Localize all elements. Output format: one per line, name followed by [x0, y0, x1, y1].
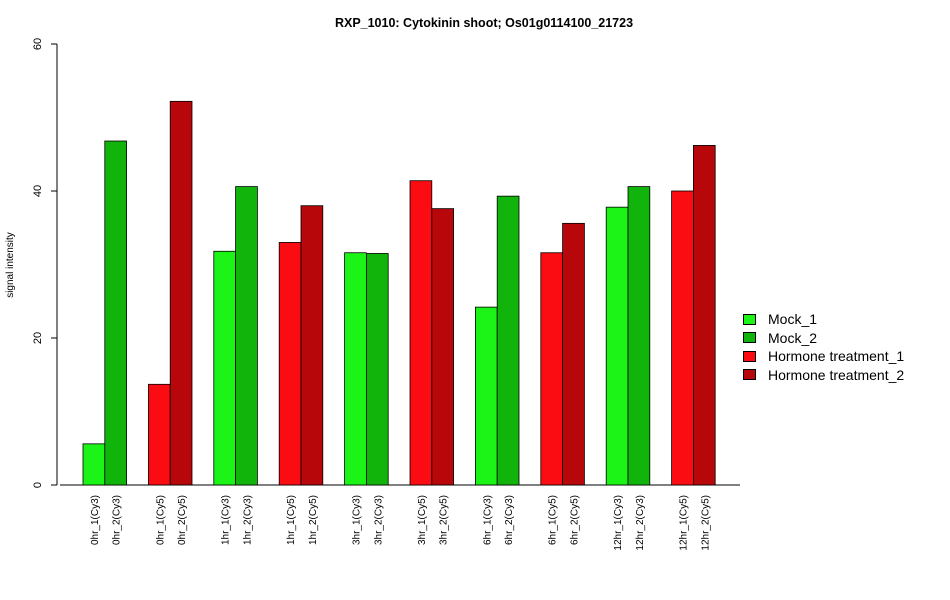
bar — [365, 253, 389, 486]
x-tick-label: 12hr_2(Cy5) — [700, 495, 711, 551]
legend-item: Hormone treatment_1 — [743, 347, 904, 366]
y-tick-label: 20 — [32, 332, 44, 344]
x-tick-label: 0hr_2(Cy5) — [177, 495, 188, 545]
x-tick-label: 3hr_1(Cy5) — [417, 495, 428, 545]
x-tick-label: 0hr_1(Cy5) — [155, 495, 166, 545]
x-tick-label: 3hr_1(Cy3) — [352, 495, 363, 545]
x-tick-label: 12hr_1(Cy3) — [613, 495, 624, 551]
bar — [235, 186, 258, 486]
x-tick-label: 1hr_1(Cy3) — [221, 495, 232, 545]
bar — [104, 140, 128, 486]
bar — [605, 206, 629, 486]
chart-title: RXP_1010: Cytokinin shoot; Os01g0114100_… — [335, 16, 633, 30]
legend-swatch — [743, 350, 756, 362]
legend-label: Mock_1 — [768, 311, 818, 328]
legend-item: Mock_2 — [743, 329, 904, 348]
bar — [169, 100, 193, 486]
bar — [147, 383, 171, 486]
bar — [300, 205, 324, 486]
x-tick-label: 1hr_2(Cy3) — [243, 495, 254, 545]
bar — [213, 250, 237, 486]
bar — [82, 443, 106, 486]
bar — [278, 242, 302, 486]
x-tick-label: 6hr_1(Cy5) — [548, 495, 559, 545]
x-tick-label: 3hr_2(Cy5) — [439, 495, 450, 545]
legend-label: Hormone treatment_1 — [768, 348, 905, 365]
x-tick-label: 12hr_2(Cy3) — [635, 495, 646, 551]
y-tick-label: 0 — [32, 482, 44, 488]
x-tick-label: 0hr_1(Cy3) — [90, 495, 101, 545]
bars — [82, 100, 716, 486]
x-tick-labels: 0hr_1(Cy3) 0hr_2(Cy3) 0hr_1(Cy5) 0hr_2(Cy5)… — [90, 495, 711, 551]
y-axis: 0 20 40 60 — [32, 38, 58, 488]
legend-item: Mock_1 — [743, 310, 904, 329]
x-tick-label: 1hr_2(Cy5) — [308, 495, 319, 545]
legend-item: Hormone treatment_2 — [743, 366, 904, 385]
bar — [474, 306, 498, 486]
y-tick-label: 40 — [32, 185, 44, 197]
x-tick-label: 3hr_2(Cy3) — [373, 495, 384, 545]
x-tick-label: 6hr_2(Cy3) — [504, 495, 515, 545]
y-axis-label: signal intensity — [5, 232, 16, 298]
bar — [562, 222, 585, 486]
legend: Mock_1 Mock_2 Hormone treatment_1 Hormone t… — [743, 310, 904, 384]
y-tick-label: 60 — [32, 38, 44, 50]
legend-swatch — [743, 369, 756, 381]
bar — [627, 186, 651, 486]
x-tick-label: 12hr_1(Cy5) — [679, 495, 690, 551]
x-tick-label: 6hr_1(Cy3) — [482, 495, 493, 545]
x-tick-label: 0hr_2(Cy3) — [112, 495, 123, 545]
bar — [540, 252, 563, 486]
x-tick-label: 1hr_1(Cy5) — [286, 495, 297, 545]
bar — [344, 252, 367, 486]
bar — [671, 190, 694, 486]
bar — [431, 208, 454, 486]
bar — [693, 145, 716, 486]
legend-label: Hormone treatment_2 — [768, 366, 905, 383]
legend-swatch — [743, 332, 756, 344]
bar — [496, 195, 520, 486]
legend-swatch — [743, 313, 756, 325]
x-tick-label: 6hr_2(Cy5) — [570, 495, 581, 545]
legend-label: Mock_2 — [768, 329, 818, 346]
bar — [409, 180, 433, 486]
